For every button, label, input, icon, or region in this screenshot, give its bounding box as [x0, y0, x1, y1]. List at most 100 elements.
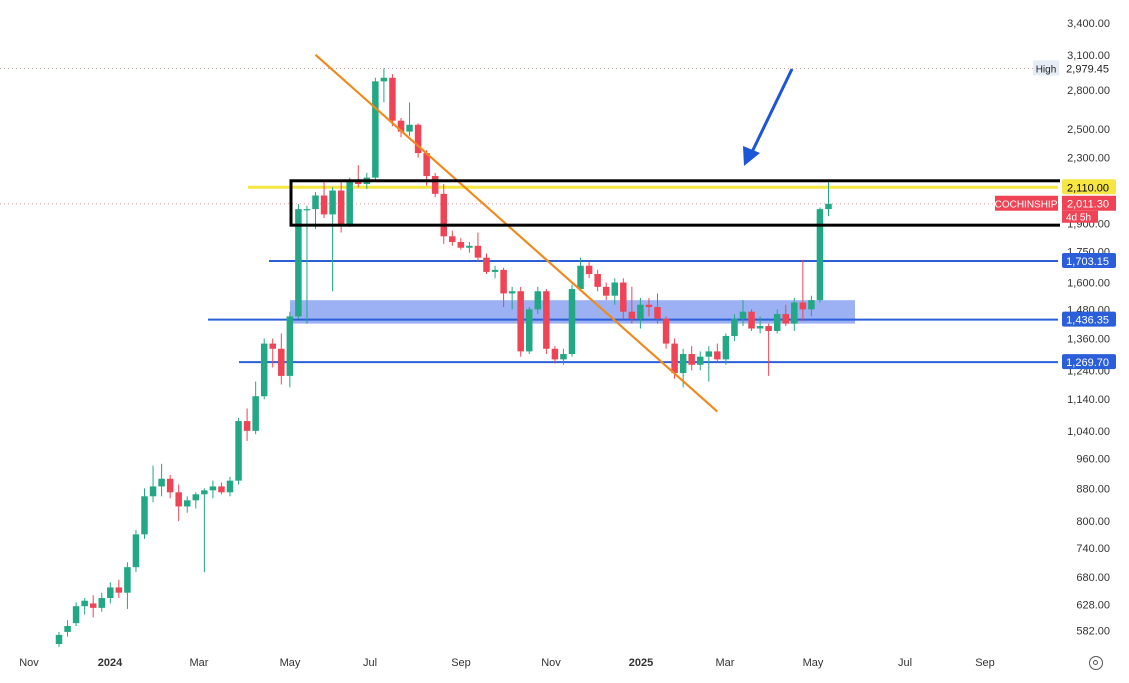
level-tag-3: 1,269.70 [1062, 354, 1116, 370]
high-value-bg [1062, 60, 1116, 76]
arrow-head [743, 146, 760, 166]
candle [440, 184, 447, 244]
candle-body [184, 500, 191, 507]
chart-settings-icon[interactable] [1089, 656, 1103, 670]
high-label-bg [1033, 60, 1059, 76]
candle-body [628, 311, 636, 319]
candle [158, 463, 165, 497]
candle [218, 482, 225, 495]
y-tick-label: 1,600.00 [1067, 278, 1110, 290]
candle-body [380, 77, 388, 82]
candle [346, 177, 353, 227]
candle-body [286, 316, 294, 376]
candle [226, 476, 234, 497]
candle-body [175, 492, 182, 507]
level-tag-3-text: 1,269.70 [1066, 357, 1109, 369]
candle-body [466, 245, 473, 248]
candle [243, 408, 251, 441]
candle-body [132, 534, 140, 568]
candle [731, 314, 738, 342]
x-tick-label: Sep [451, 657, 471, 669]
candle-body [397, 120, 405, 132]
candle [55, 631, 63, 648]
candle-body [491, 269, 499, 272]
last-price-tag-text: 2,011.30 [1067, 199, 1109, 211]
candle-body [414, 124, 422, 154]
candle [166, 474, 174, 499]
candle [295, 203, 302, 319]
price-tags-layer: 2,110.00 1,703.15 1,436.35 1,269.70 2,011.30… [995, 60, 1116, 370]
candle [645, 297, 653, 317]
candle-body [654, 307, 661, 319]
candle [81, 598, 88, 615]
candle-body [543, 291, 550, 349]
candle-body [474, 245, 482, 258]
candle [414, 123, 422, 158]
candle [722, 333, 730, 365]
candle-body [611, 282, 618, 296]
candle [389, 74, 396, 127]
candle-body [731, 318, 738, 336]
y-tick-label: 1,140.00 [1067, 394, 1110, 406]
candle [431, 172, 439, 198]
candle [526, 307, 533, 355]
candle [602, 282, 610, 301]
y-tick-label: 3,100.00 [1067, 50, 1110, 62]
candle [286, 311, 294, 388]
level-tag-2-bg [1062, 311, 1116, 327]
candle [483, 253, 490, 275]
candle [132, 529, 140, 573]
candle-body [201, 490, 208, 495]
y-tick-label: 680.00 [1076, 572, 1110, 584]
candle-body [637, 304, 644, 319]
candle [688, 346, 695, 371]
x-tick-label: 2025 [629, 657, 653, 669]
level-tag-0-text: 2,110.00 [1067, 182, 1109, 194]
candle [594, 269, 601, 292]
candle-body [825, 203, 832, 210]
candle [372, 77, 379, 181]
candle [508, 286, 516, 310]
candle-body [269, 343, 276, 349]
candle [98, 592, 105, 612]
candle [355, 165, 362, 188]
countdown-tag-text: 4d 5h [1066, 213, 1091, 224]
time-axis[interactable]: Nov 2024 Mar May Jul Sep Nov 2025 Mar May Jul Sep [19, 657, 995, 669]
countdown-tag-bg [1062, 210, 1098, 223]
candle-body [124, 567, 131, 593]
arrow-shaft [750, 68, 794, 153]
candle-body [278, 348, 285, 376]
y-tick-label: 2,800.00 [1067, 85, 1110, 97]
candle [568, 284, 576, 357]
candle-body [226, 480, 234, 493]
candle-body [346, 180, 353, 226]
candle-body [534, 291, 542, 310]
candle [782, 304, 789, 327]
candle [141, 488, 148, 539]
x-tick-label: May [803, 657, 824, 669]
y-tick-label: 960.00 [1076, 453, 1110, 465]
high-label-text: High [1036, 64, 1057, 75]
x-tick-label: Mar [716, 657, 735, 669]
candle-body [209, 486, 217, 491]
candle-body [141, 496, 148, 535]
candle [705, 346, 713, 382]
candle-body [773, 314, 781, 331]
x-tick-label: Jul [898, 657, 912, 669]
candle [791, 297, 798, 331]
level-tag-0-bg [1062, 179, 1116, 195]
candle [799, 259, 807, 322]
candle [124, 562, 131, 609]
candle-body [526, 309, 533, 352]
x-tick-label: Nov [19, 657, 39, 669]
candle-body [72, 606, 80, 624]
candle-body [671, 343, 678, 374]
candle [534, 286, 542, 315]
level-tag-3-bg [1062, 354, 1116, 370]
candle-body [577, 265, 584, 290]
candle-body [431, 176, 439, 194]
candle [577, 257, 584, 292]
candle-body [679, 354, 687, 374]
